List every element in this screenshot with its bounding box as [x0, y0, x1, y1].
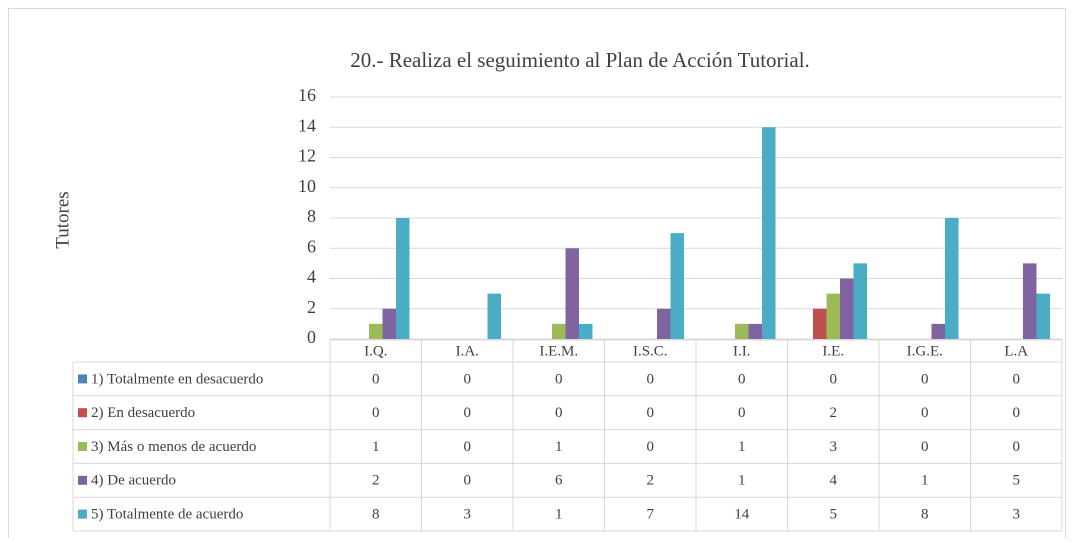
table-cell: 0 [464, 371, 472, 387]
x-tick-label: I.I. [733, 343, 751, 359]
y-tick-label: 6 [307, 236, 316, 256]
y-tick-label: 10 [298, 176, 316, 196]
y-tick-label: 16 [298, 85, 316, 105]
table-cell: 0 [555, 371, 563, 387]
y-tick-label: 8 [307, 206, 316, 226]
table-cell: 0 [1013, 371, 1021, 387]
legend-label: 3) Más o menos de acuerdo [91, 439, 256, 455]
bar [813, 308, 827, 339]
table-cell: 1 [555, 507, 563, 523]
x-tick-label: I.A. [456, 343, 479, 359]
bar [1036, 293, 1050, 339]
table-cell: 1 [738, 439, 746, 455]
x-tick-label: I.E.M. [539, 343, 578, 359]
table-cell: 3 [464, 507, 472, 523]
bar [931, 323, 945, 339]
table-cell: 1 [921, 473, 929, 489]
x-tick-label: I.E. [822, 343, 844, 359]
legend-key [78, 442, 87, 451]
table-cell: 2 [372, 473, 380, 489]
table-cell: 6 [555, 473, 563, 489]
bar [1023, 263, 1037, 339]
table-cell: 8 [372, 507, 380, 523]
bar [945, 218, 959, 339]
bar [552, 323, 566, 339]
chart-frame [8, 8, 1066, 543]
table-cell: 0 [1013, 405, 1021, 421]
table-cell: 0 [464, 473, 472, 489]
legend-label: 5) Totalmente de acuerdo [91, 507, 243, 523]
bar [762, 127, 776, 339]
table-cell: 14 [734, 507, 750, 523]
x-tick-label: L.A [1004, 343, 1028, 359]
table-cell: 5 [1013, 473, 1021, 489]
legend-label: 4) De acuerdo [91, 473, 176, 489]
table-cell: 5 [830, 507, 838, 523]
y-axis-label: Tutores [52, 191, 73, 248]
legend-key [78, 408, 87, 418]
table-cell: 0 [921, 439, 929, 455]
x-tick-label: I.Q. [364, 343, 387, 359]
y-tick-label: 2 [307, 297, 316, 317]
bar [826, 293, 840, 339]
y-tick-label: 14 [298, 115, 316, 135]
table-cell: 0 [464, 405, 472, 421]
table-cell: 0 [372, 405, 380, 421]
y-tick-label: 0 [307, 327, 316, 347]
table-cell: 3 [830, 439, 838, 455]
x-tick-label: I.S.C. [633, 343, 668, 359]
table-cell: 0 [738, 371, 746, 387]
legend-label: 1) Totalmente en desacuerdo [91, 371, 263, 387]
table-cell: 0 [921, 405, 929, 421]
chart-title: 20.- Realiza el seguimiento al Plan de A… [350, 48, 810, 72]
table-cell: 2 [830, 405, 838, 421]
table-cell: 3 [1013, 507, 1021, 523]
table-cell: 1 [372, 439, 380, 455]
bar [487, 293, 501, 339]
legend-key [78, 475, 87, 485]
table-cell: 0 [647, 405, 655, 421]
bar [396, 218, 410, 339]
bar [853, 263, 867, 339]
table-cell: 1 [738, 473, 746, 489]
legend-label: 2) En desacuerdo [91, 405, 195, 421]
table-cell: 0 [555, 405, 563, 421]
table-cell: 8 [921, 507, 929, 523]
bar [657, 308, 671, 339]
table-cell: 0 [1013, 439, 1021, 455]
table-cell: 7 [647, 507, 655, 523]
table-cell: 1 [555, 439, 563, 455]
table-cell: 0 [738, 405, 746, 421]
x-tick-label: I.G.E. [907, 343, 943, 359]
bar [369, 323, 383, 339]
bar [565, 248, 579, 339]
table-cell: 0 [921, 371, 929, 387]
table-cell: 0 [830, 371, 838, 387]
table-cell: 2 [647, 473, 655, 489]
table-cell: 0 [647, 439, 655, 455]
table-cell: 0 [372, 371, 380, 387]
y-tick-label: 4 [307, 267, 316, 287]
table-cell: 0 [464, 439, 472, 455]
bar [382, 308, 396, 339]
legend-key [78, 509, 87, 519]
bar [748, 323, 762, 339]
bar [840, 278, 854, 339]
table-cell: 0 [647, 371, 655, 387]
y-tick-label: 12 [298, 146, 316, 166]
table-cell: 4 [830, 473, 838, 489]
bar [579, 323, 593, 339]
bar [670, 233, 684, 339]
legend-key [78, 374, 87, 384]
bar [735, 323, 749, 339]
